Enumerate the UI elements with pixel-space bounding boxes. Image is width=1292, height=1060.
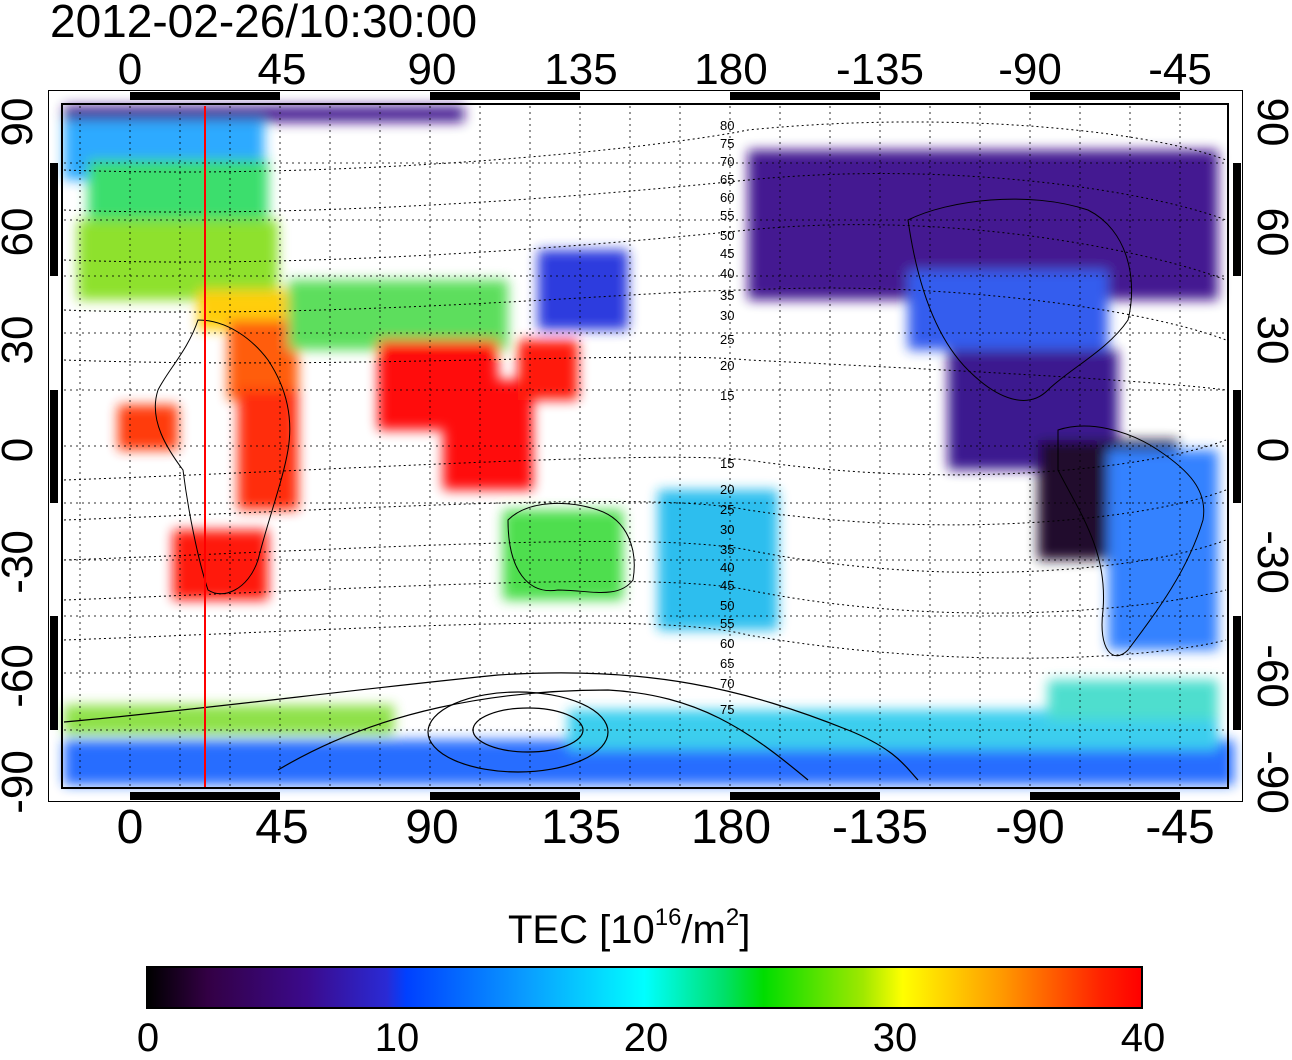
contour-label: 35 <box>720 288 734 303</box>
left-lat-tick: -30 <box>0 530 42 594</box>
left-lat-tick: -60 <box>0 644 42 708</box>
bottom-lon-tick: 45 <box>255 801 309 854</box>
colorbar-tick-label: 0 <box>136 1016 160 1060</box>
bottom-lon-tick: 135 <box>540 801 622 854</box>
colorbar-tick-label: 30 <box>872 1016 918 1060</box>
contour-label: 65 <box>720 656 734 671</box>
colorbar-tick-label: 10 <box>374 1016 420 1060</box>
contour-label: 60 <box>720 190 734 205</box>
bottom-lon-tick: -45 <box>1145 801 1215 854</box>
top-lon-tick: 90 <box>407 45 457 94</box>
contour-label: 40 <box>720 266 734 281</box>
contour-label: 15 <box>720 456 734 471</box>
contour-label: 50 <box>720 228 734 243</box>
tec-map: 80 75 70 65 60 55 50 45 40 35 30 25 20 1… <box>48 90 1243 802</box>
right-lat-tick: -90 <box>1248 750 1292 814</box>
contour-label: 75 <box>720 136 734 151</box>
top-lon-tick: -135 <box>835 45 925 94</box>
contour-label: 30 <box>720 522 734 537</box>
contour-label: 30 <box>720 308 734 323</box>
right-lat-tick: 60 <box>1248 207 1292 257</box>
bottom-lon-tick: 90 <box>405 801 459 854</box>
bottom-lon-tick: 0 <box>116 801 144 854</box>
contour-label: 55 <box>720 208 734 223</box>
top-lon-tick: 180 <box>694 45 768 94</box>
timestamp-title: 2012-02-26/10:30:00 <box>50 0 478 47</box>
contour-label: 75 <box>720 702 734 717</box>
bottom-lon-tick: 180 <box>690 801 772 854</box>
map-border <box>48 90 1243 802</box>
contour-label: 65 <box>720 172 734 187</box>
left-lat-tick: -90 <box>0 750 42 814</box>
contour-label: 20 <box>720 358 734 373</box>
top-lon-tick: 135 <box>544 45 618 94</box>
contour-label: 60 <box>720 636 734 651</box>
contour-label: 80 <box>720 118 734 133</box>
colorbar-tick-label: 40 <box>1120 1016 1166 1060</box>
left-lat-tick: 60 <box>0 207 42 257</box>
contour-label: 25 <box>720 332 734 347</box>
left-lat-tick: 0 <box>0 410 42 490</box>
contour-label: 55 <box>720 616 734 631</box>
top-lon-tick: -45 <box>1148 45 1212 94</box>
contour-label: 70 <box>720 676 734 691</box>
contour-label: 70 <box>720 154 734 169</box>
contour-label: 50 <box>720 598 734 613</box>
contour-labels: 80 75 70 65 60 55 50 45 40 35 30 25 20 1… <box>720 118 734 717</box>
coastlines <box>154 198 1205 657</box>
contour-label: 25 <box>720 502 734 517</box>
left-lat-tick: 90 <box>0 97 42 147</box>
right-lat-tick: 30 <box>1248 315 1292 365</box>
top-lon-tick: 45 <box>257 45 307 94</box>
colorbar-title: TEC [1016/m2] <box>508 904 751 953</box>
colorbar <box>146 966 1143 1009</box>
right-lat-tick: -30 <box>1248 530 1292 594</box>
magnetic-contours <box>63 121 1227 659</box>
left-lat-tick: 30 <box>0 315 42 365</box>
contour-label: 15 <box>720 388 734 403</box>
right-lat-tick: -60 <box>1248 644 1292 708</box>
bottom-lon-tick: -135 <box>831 801 929 854</box>
right-lat-tick: 0 <box>1248 410 1292 490</box>
contour-label: 45 <box>720 578 734 593</box>
right-lat-tick: 90 <box>1248 97 1292 147</box>
top-lon-tick: 0 <box>117 45 143 94</box>
contour-label: 35 <box>720 542 734 557</box>
contour-label: 40 <box>720 560 734 575</box>
top-lon-tick: -90 <box>998 45 1062 94</box>
contour-label: 45 <box>720 246 734 261</box>
auroral-contours <box>63 672 919 781</box>
contour-label: 20 <box>720 482 734 497</box>
bottom-lon-tick: -90 <box>995 801 1065 854</box>
colorbar-tick-label: 20 <box>623 1016 669 1060</box>
